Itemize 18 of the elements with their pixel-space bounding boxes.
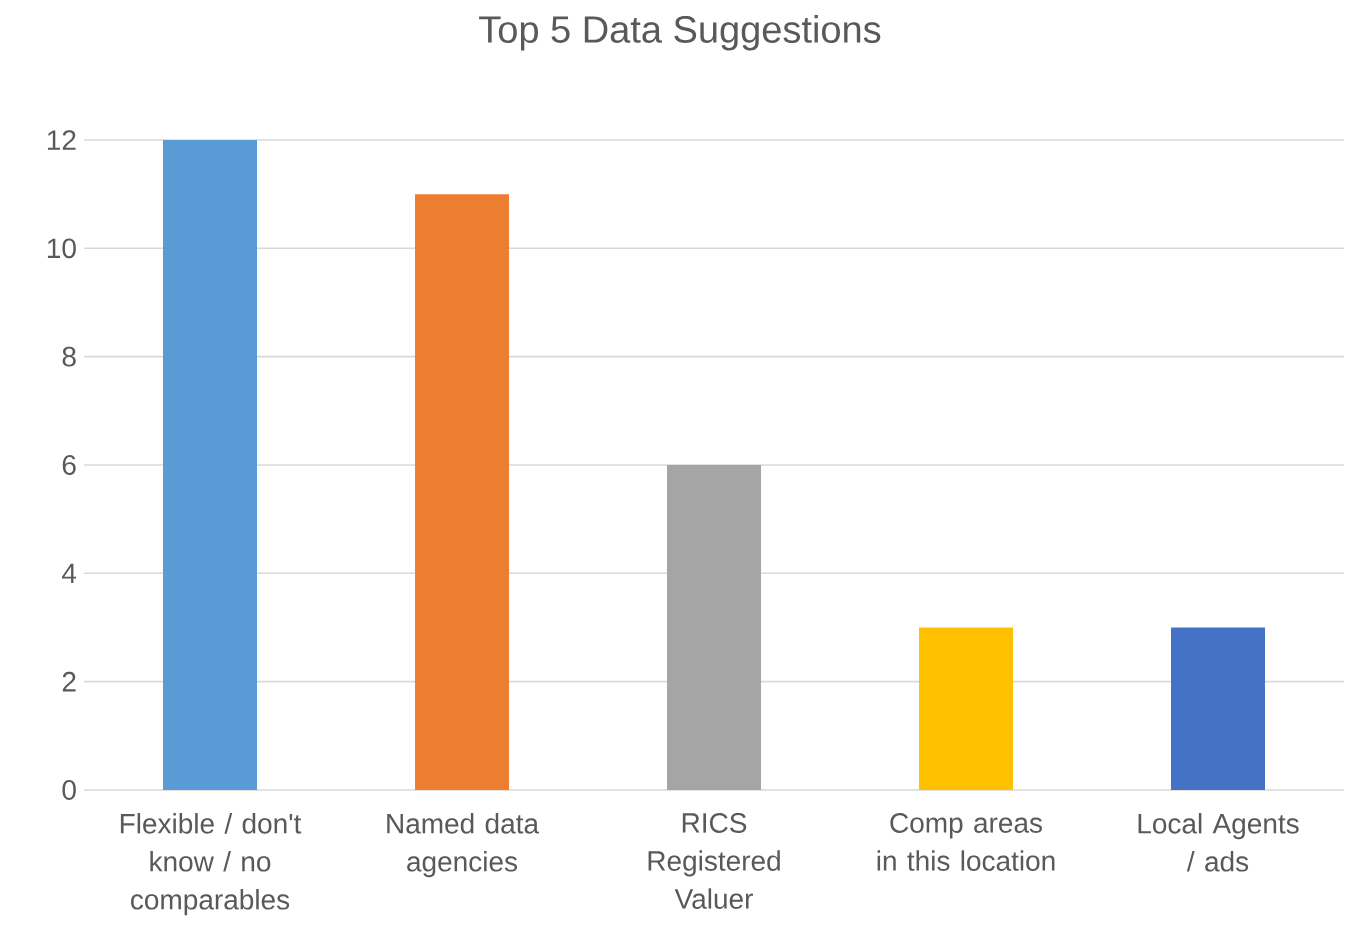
y-tick-label: 8: [62, 346, 76, 367]
bar: [415, 194, 510, 790]
x-tick-label: RICS Registered Valuer: [648, 813, 780, 909]
bar: [919, 627, 1014, 790]
y-tick-label: 10: [47, 238, 76, 259]
x-tick-label: Named data agencies: [387, 813, 540, 878]
bar: [163, 139, 258, 790]
x-tick-label: Comp areas in this location: [877, 813, 1055, 871]
y-tick-label: 2: [62, 671, 76, 692]
x-tick-label: Local Agents / ads: [1138, 813, 1299, 872]
bar: [667, 464, 762, 790]
y-tick-label: 4: [62, 563, 77, 583]
y-tick-label: 12: [47, 130, 76, 150]
x-tick-label: Flexible / don't know / no comparables: [120, 813, 302, 916]
y-tick-label: 6: [62, 455, 76, 475]
y-tick-label: 0: [62, 780, 76, 800]
chart-title: Top 5 Data Suggestions: [479, 15, 881, 51]
bar: [1171, 627, 1266, 790]
